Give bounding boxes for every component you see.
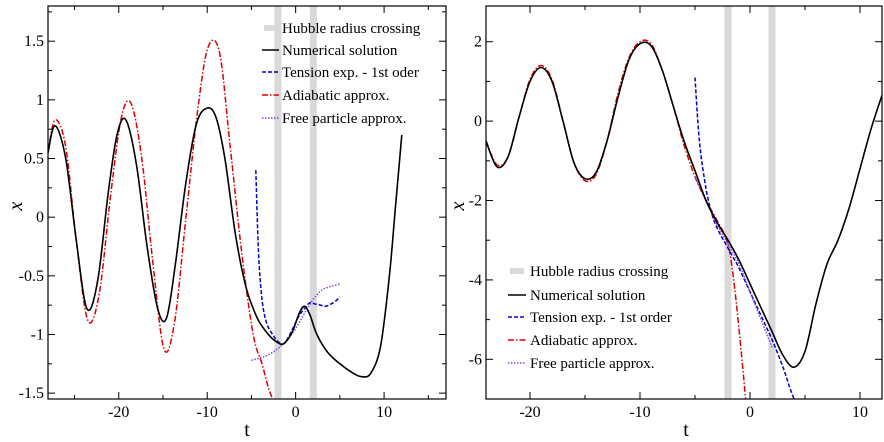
x-tick-label: 0 bbox=[292, 404, 300, 421]
x-axis-label: t bbox=[683, 419, 689, 441]
legend-label-adiabatic: Adiabatic approx. bbox=[282, 88, 389, 104]
x-tick-label: -10 bbox=[197, 404, 218, 421]
y-tick-label: -6 bbox=[469, 351, 482, 368]
series-line-numerical bbox=[48, 107, 403, 378]
legend-label-hubble: Hubble radius crossing bbox=[530, 264, 669, 280]
y-tick-label: 1.5 bbox=[24, 33, 44, 50]
legend-label-tension: Tension exp. - 1st order bbox=[530, 310, 672, 326]
axis-ticks: -20 -10 0 10-6-4-202 bbox=[469, 6, 882, 421]
hubble-crossing-bands bbox=[274, 6, 317, 399]
hubble-crossing-band bbox=[274, 6, 282, 399]
y-axis-label: x bbox=[447, 201, 469, 211]
y-tick-label: -1 bbox=[31, 326, 44, 343]
y-tick-label: 0 bbox=[36, 209, 44, 226]
legend-label-tension: Tension exp. - 1st oder bbox=[282, 65, 419, 81]
series-lines bbox=[486, 39, 882, 399]
legend-label-numerical: Numerical solution bbox=[282, 43, 398, 59]
y-tick-label: -0.5 bbox=[19, 268, 44, 285]
y-tick-label: -1.5 bbox=[19, 385, 44, 402]
hubble-crossing-bands bbox=[724, 6, 776, 399]
hubble-crossing-band bbox=[724, 6, 732, 399]
left-panel: -20 -10 0 10 -1.5 -1 -0.5 0 0.5 1 1.5 t x Hubble r… bbox=[5, 5, 447, 441]
right-panel: -20 -10 0 10-6-4-202 t x Hubble radius cros… bbox=[447, 5, 883, 441]
y-tick-label: -2 bbox=[469, 193, 482, 210]
series-line-tension bbox=[694, 77, 795, 399]
x-axis-label: t bbox=[244, 419, 250, 441]
series-line-adiabatic bbox=[48, 39, 274, 399]
plot-frame bbox=[485, 5, 883, 400]
legend: Hubble radius crossing Numerical solutio… bbox=[508, 264, 672, 372]
x-tick-label: -10 bbox=[629, 404, 650, 421]
y-tick-label: 0 bbox=[474, 113, 482, 130]
x-tick-label: -20 bbox=[108, 404, 129, 421]
legend: Hubble radius crossing Numerical solutio… bbox=[262, 21, 421, 127]
x-tick-label: 0 bbox=[746, 404, 754, 421]
series-line-free bbox=[251, 283, 341, 362]
series-line-numerical bbox=[486, 41, 882, 369]
y-axis-label: x bbox=[5, 201, 27, 211]
hubble-crossing-band bbox=[309, 6, 317, 399]
plot-frame bbox=[47, 5, 447, 400]
series-lines bbox=[48, 39, 403, 399]
axis-ticks: -20 -10 0 10 -1.5 -1 -0.5 0 0.5 1 1.5 bbox=[19, 6, 446, 421]
legend-label-numerical: Numerical solution bbox=[530, 288, 646, 304]
x-tick-label: -20 bbox=[519, 404, 540, 421]
series-line-adiabatic bbox=[486, 39, 747, 399]
y-tick-label: 0.5 bbox=[24, 151, 44, 168]
legend-label-hubble: Hubble radius crossing bbox=[282, 21, 421, 37]
legend-label-adiabatic: Adiabatic approx. bbox=[530, 333, 637, 349]
legend-label-free: Free particle approx. bbox=[530, 356, 655, 372]
y-tick-label: 1 bbox=[36, 92, 44, 109]
legend-label-free: Free particle approx. bbox=[282, 111, 407, 127]
y-tick-label: 2 bbox=[474, 34, 482, 51]
y-tick-label: -4 bbox=[469, 272, 482, 289]
x-tick-label: 10 bbox=[376, 404, 392, 421]
hubble-crossing-band bbox=[768, 6, 776, 399]
x-tick-label: 10 bbox=[852, 404, 868, 421]
